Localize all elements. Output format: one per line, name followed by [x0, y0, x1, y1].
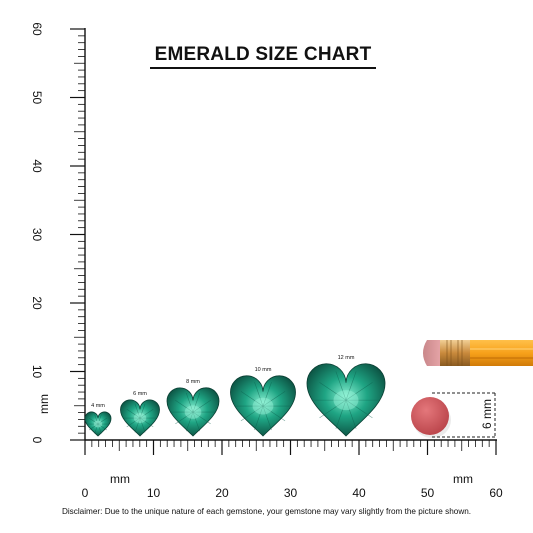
dimension-lines [432, 392, 496, 438]
vertical-ruler: 0 10 20 30 40 50 60 mm [30, 22, 86, 444]
horizontal-ruler-label: 50 [421, 486, 435, 500]
gem-row: 4 mm 6 mm 8 mm 10 mm 12 mm [84, 355, 386, 437]
horizontal-ruler: 0 10 20 30 40 50 60 mm mm [82, 439, 503, 500]
heart-gem [120, 399, 160, 437]
vertical-ruler-label: 30 [30, 228, 44, 242]
pencil-ferrule [440, 340, 470, 366]
vertical-ruler-ticks [70, 28, 85, 441]
title-underline [150, 67, 376, 69]
horizontal-unit-label-right: mm [453, 472, 473, 486]
pencil-eraser-tip [423, 340, 440, 366]
gem-size-label: 12 mm [338, 355, 355, 361]
vertical-ruler-label: 40 [30, 159, 44, 173]
eraser-dimension-label: 6 mm [480, 399, 494, 429]
horizontal-unit-label-left: mm [110, 472, 130, 486]
gem-size-label: 10 mm [255, 367, 272, 373]
horizontal-ruler-label: 0 [82, 486, 89, 500]
horizontal-ruler-label: 60 [489, 486, 503, 500]
heart-gem [84, 411, 112, 437]
horizontal-ruler-label: 30 [284, 486, 298, 500]
vertical-ruler-label: 50 [30, 91, 44, 105]
vertical-unit-label: mm [37, 394, 51, 414]
pencil-body [470, 340, 533, 366]
heart-gem [230, 375, 296, 437]
heart-gem [166, 387, 220, 437]
horizontal-ruler-label: 40 [352, 486, 366, 500]
horizontal-ruler-labels: 0 10 20 30 40 50 60 [82, 486, 503, 500]
gem-size-label: 4 mm [91, 403, 105, 409]
gem-size-label: 8 mm [186, 379, 200, 385]
gem-size-label: 6 mm [133, 391, 147, 397]
eraser-end-illustration: 6 mm [411, 392, 496, 438]
pencil-illustration [423, 340, 533, 366]
horizontal-ruler-label: 10 [147, 486, 161, 500]
vertical-ruler-labels: 0 10 20 30 40 50 60 [30, 22, 44, 443]
vertical-ruler-label: 20 [30, 296, 44, 310]
eraser-circle [411, 397, 449, 435]
disclaimer-text: Disclaimer: Due to the unique nature of … [61, 507, 472, 516]
vertical-ruler-label: 60 [30, 22, 44, 36]
vertical-ruler-label: 10 [30, 365, 44, 379]
vertical-ruler-label: 0 [30, 437, 44, 444]
chart-title: EMERALD SIZE CHART [154, 44, 372, 65]
heart-gem [306, 363, 386, 437]
horizontal-ruler-label: 20 [215, 486, 229, 500]
horizontal-ruler-ticks [84, 440, 497, 455]
